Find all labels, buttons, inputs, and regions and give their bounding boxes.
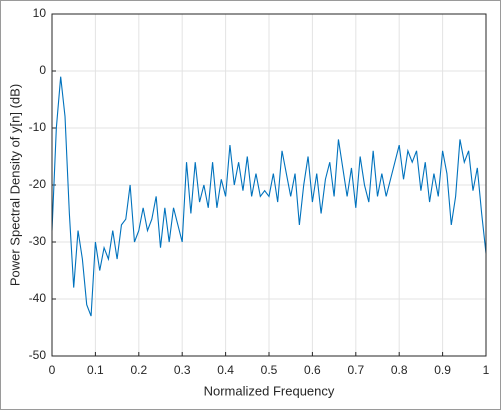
y-tick-label: -50 [29,348,47,362]
x-tick-label: 0.6 [304,363,321,377]
y-tick-label: -30 [29,234,47,248]
x-tick-label: 0.3 [174,363,191,377]
x-tick-label: 1 [483,363,490,377]
x-tick-label: 0.7 [347,363,364,377]
data-line [51,76,487,317]
y-tick-label: -10 [29,120,47,134]
x-axis-label: Normalized Frequency [204,383,335,398]
y-tick-label: 10 [33,6,47,20]
x-tick-label: 0.1 [87,363,104,377]
x-tick-label: 0.9 [434,363,451,377]
x-tick-label: 0 [49,363,56,377]
y-tick-label: -40 [29,291,47,305]
x-tick-label: 0.2 [130,363,147,377]
y-tick-label: -20 [29,177,47,191]
x-tick-label: 0.4 [217,363,234,377]
axes-box [51,13,487,357]
x-tick-label: 0.8 [391,363,408,377]
x-tick-label: 0.5 [261,363,278,377]
y-axis-label: Power Spectral Density of y[n] (dB) [7,84,22,286]
y-tick-label: 0 [39,63,46,77]
